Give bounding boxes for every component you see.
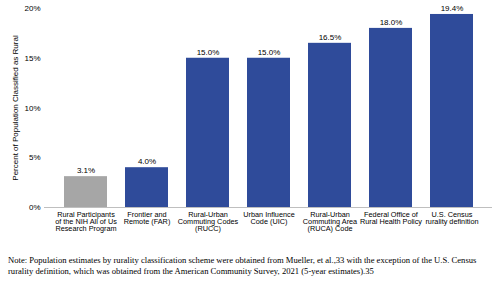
svg-text:U.S. Censusrurality definition: U.S. Censusrurality definition	[425, 210, 478, 226]
svg-text:20%: 20%	[24, 4, 40, 13]
html-text:Note: Population estimates by: Note: Population estimates by rurality c…	[8, 255, 477, 276]
svg-text:Percent of Population Classifi: Percent of Population Classified as Rura…	[11, 35, 20, 181]
svg-text:Rural Participantsof the NIH A: Rural Participantsof the NIH All of UsRe…	[55, 210, 117, 234]
svg-text:4.0%: 4.0%	[138, 157, 156, 166]
svg-text:Frontier andRemote (FAR): Frontier andRemote (FAR)	[124, 210, 171, 226]
svg-text:Rural-UrbanCommuting Area(RUCA: Rural-UrbanCommuting Area(RUCA) Code	[303, 210, 358, 234]
svg-text:15.0%: 15.0%	[197, 48, 220, 57]
svg-text:16.5%: 16.5%	[319, 33, 342, 42]
svg-text:15.0%: 15.0%	[258, 48, 281, 57]
svg-text:18.0%: 18.0%	[380, 18, 403, 27]
svg-text:10%: 10%	[24, 104, 40, 113]
svg-text:19.4%: 19.4%	[441, 4, 464, 13]
svg-text:Rural-UrbanCommuting Codes(RUC: Rural-UrbanCommuting Codes(RUCC)	[178, 210, 239, 234]
svg-text:0%: 0%	[29, 203, 41, 212]
svg-text:Urban InfluenceCode (UIC): Urban InfluenceCode (UIC)	[243, 210, 295, 226]
svg-text:Federal Office ofRural Health: Federal Office ofRural Health Policy	[360, 210, 422, 226]
svg-text:15%: 15%	[24, 54, 40, 63]
svg-text:5%: 5%	[29, 153, 41, 162]
svg-text:3.1%: 3.1%	[77, 166, 95, 175]
